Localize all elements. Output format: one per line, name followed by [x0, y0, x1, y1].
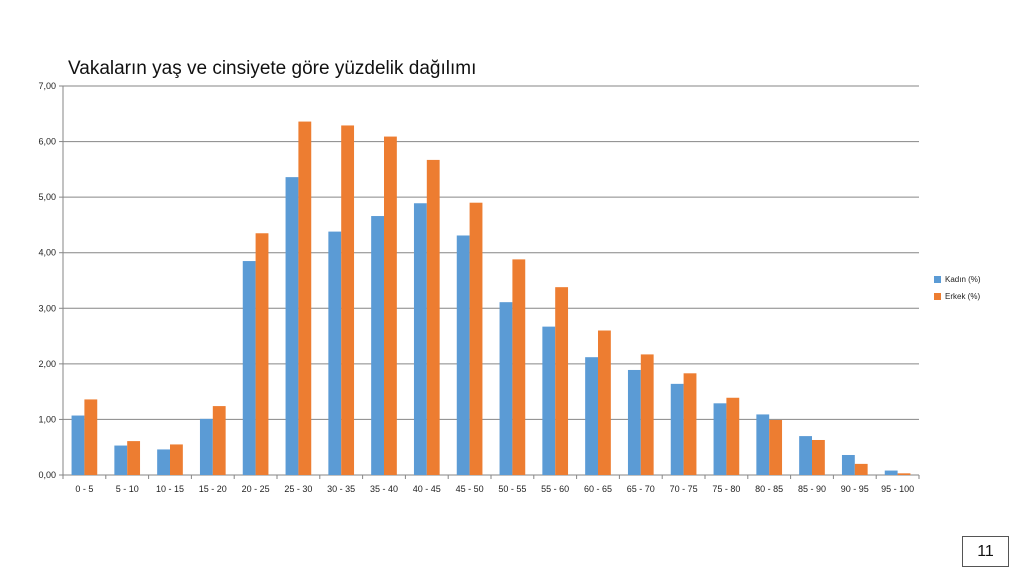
y-tick-label: 3,00	[38, 303, 56, 313]
x-tick-label: 35 - 40	[370, 484, 398, 494]
bar-kadin	[799, 436, 812, 475]
bar-kadin	[499, 302, 513, 475]
bar-kadin	[627, 369, 641, 475]
x-tick-label: 55 - 60	[541, 484, 569, 494]
bar-erkek	[84, 399, 98, 475]
bar-erkek	[598, 330, 611, 475]
bar-kadin	[371, 216, 384, 475]
y-tick-label: 1,00	[38, 414, 56, 424]
bar-kadin	[456, 235, 470, 475]
legend-label-erkek: Erkek (%)	[945, 292, 981, 301]
bar-erkek	[255, 233, 269, 475]
bar-kadin	[756, 414, 770, 475]
bar-erkek	[384, 136, 397, 475]
bar-kadin	[713, 403, 727, 475]
bar-erkek	[298, 121, 312, 476]
bar-kadin	[884, 470, 898, 475]
x-tick-label: 20 - 25	[242, 484, 270, 494]
bar-kadin	[285, 177, 299, 475]
bar-kadin	[157, 449, 170, 475]
bar-kadin	[199, 418, 213, 475]
x-tick-label: 30 - 35	[327, 484, 355, 494]
y-tick-label: 5,00	[38, 192, 56, 202]
x-tick-label: 10 - 15	[156, 484, 184, 494]
x-tick-label: 90 - 95	[841, 484, 869, 494]
bar-erkek	[726, 397, 740, 475]
x-tick-label: 60 - 65	[584, 484, 612, 494]
bar-erkek	[341, 125, 355, 475]
x-tick-label: 50 - 55	[498, 484, 526, 494]
x-tick-label: 85 - 90	[798, 484, 826, 494]
x-tick-label: 40 - 45	[413, 484, 441, 494]
legend-swatch-erkek	[934, 293, 941, 300]
bar-erkek	[512, 259, 526, 475]
x-tick-label: 80 - 85	[755, 484, 783, 494]
y-tick-label: 7,00	[38, 81, 56, 91]
x-tick-label: 5 - 10	[116, 484, 139, 494]
legend: Kadın (%) Erkek (%)	[934, 271, 981, 305]
bar-erkek	[170, 444, 183, 475]
legend-item-erkek: Erkek (%)	[934, 288, 981, 305]
y-tick-label: 2,00	[38, 359, 56, 369]
bar-kadin	[670, 383, 684, 475]
bar-erkek	[854, 463, 868, 475]
x-tick-label: 70 - 75	[670, 484, 698, 494]
bar-erkek	[426, 159, 440, 475]
bar-erkek	[469, 202, 483, 475]
bar-erkek	[127, 441, 141, 475]
bar-erkek	[683, 373, 697, 475]
bar-kadin	[585, 357, 598, 475]
bar-erkek	[897, 473, 911, 475]
y-tick-label: 0,00	[38, 470, 56, 480]
bar-erkek	[212, 406, 226, 475]
x-tick-label: 95 - 100	[881, 484, 914, 494]
legend-swatch-kadin	[934, 276, 941, 283]
legend-item-kadin: Kadın (%)	[934, 271, 981, 288]
bar-erkek	[812, 439, 825, 475]
bar-kadin	[413, 203, 427, 475]
chart-title: Vakaların yaş ve cinsiyete göre yüzdelik…	[68, 58, 477, 79]
bar-erkek	[640, 354, 654, 475]
legend-label-kadin: Kadın (%)	[945, 275, 981, 284]
x-tick-label: 25 - 30	[284, 484, 312, 494]
y-tick-label: 6,00	[38, 137, 56, 147]
bar-kadin	[71, 415, 85, 475]
x-tick-label: 0 - 5	[75, 484, 93, 494]
x-tick-label: 45 - 50	[456, 484, 484, 494]
bar-kadin	[542, 326, 556, 475]
bar-erkek	[769, 419, 783, 475]
bar-kadin	[242, 261, 256, 475]
bar-kadin	[328, 231, 342, 475]
x-tick-label: 65 - 70	[627, 484, 655, 494]
y-tick-label: 4,00	[38, 248, 56, 258]
x-tick-label: 75 - 80	[712, 484, 740, 494]
bar-kadin	[841, 454, 855, 475]
x-tick-label: 15 - 20	[199, 484, 227, 494]
bar-erkek	[555, 287, 569, 475]
bar-kadin	[114, 445, 128, 475]
page-number: 11	[962, 536, 1009, 567]
